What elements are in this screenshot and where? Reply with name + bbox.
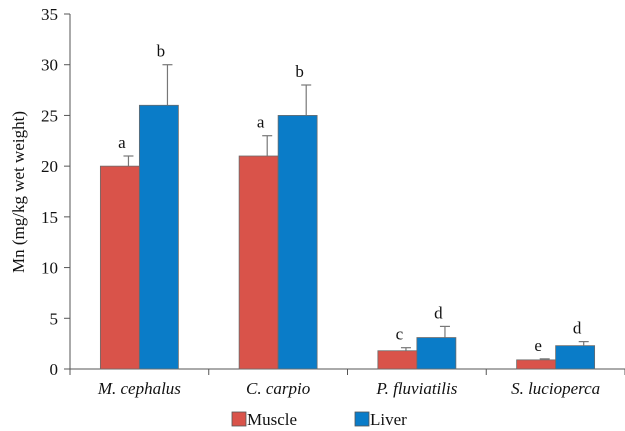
- significance-label: a: [257, 113, 265, 132]
- bar-liver-3: [555, 345, 596, 370]
- legend-swatch-muscle: [231, 411, 247, 427]
- y-tick-label: 10: [41, 259, 58, 278]
- significance-label: c: [396, 325, 404, 344]
- x-tick-label: M. cephalus: [97, 379, 181, 398]
- y-tick-label: 25: [41, 106, 58, 125]
- x-tick-label: S. lucioperca: [511, 379, 600, 398]
- y-tick-label: 35: [41, 5, 58, 24]
- bar-muscle-2: [377, 350, 418, 370]
- y-axis-title: Mn (mg/kg wet weight): [9, 111, 28, 273]
- axes: 0 5 10 15 20 25 30 35 M. cephalus C. carpio P. flu…: [41, 5, 625, 398]
- significance-label: b: [295, 62, 304, 81]
- bar-liver-1: [277, 115, 318, 370]
- bar-liver-0: [138, 104, 179, 370]
- legend-label-muscle: Muscle: [247, 410, 297, 429]
- legend-label-liver: Liver: [370, 410, 407, 429]
- x-tick-label: C. carpio: [246, 379, 310, 398]
- y-tick-label: 5: [50, 309, 59, 328]
- significance-label: d: [573, 319, 582, 338]
- legend-swatch-liver: [354, 411, 370, 427]
- bar-muscle-0: [99, 165, 140, 370]
- bar-muscle-1: [238, 155, 279, 370]
- y-tick-label: 20: [41, 157, 58, 176]
- legend: Muscle Liver: [231, 410, 407, 429]
- significance-label: a: [118, 133, 126, 152]
- x-tick-label: P. fluviatilis: [375, 379, 457, 398]
- y-tick-label: 0: [50, 360, 59, 379]
- y-tick-label: 30: [41, 56, 58, 75]
- y-tick-label: 15: [41, 208, 58, 227]
- bar-muscle-3: [516, 359, 557, 370]
- significance-label: e: [534, 336, 542, 355]
- significance-label: b: [157, 42, 166, 61]
- significance-label: d: [434, 303, 443, 322]
- bars: a b a b c d e d: [99, 42, 596, 370]
- bar-liver-2: [416, 337, 457, 370]
